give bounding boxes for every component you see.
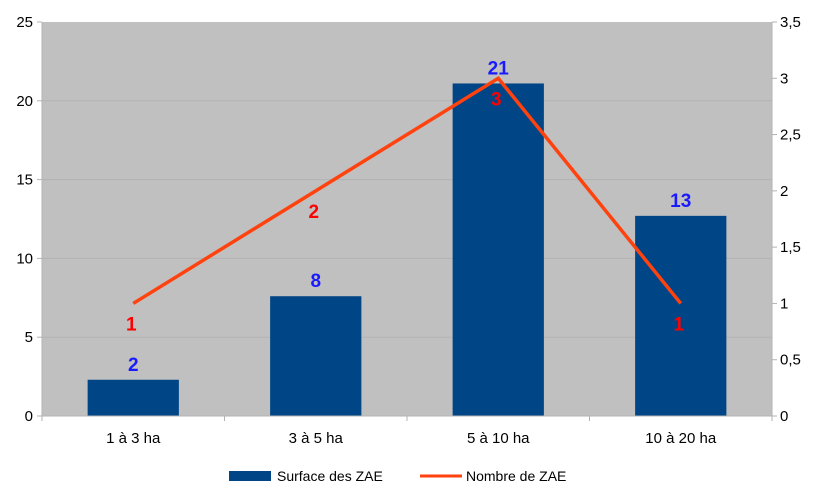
y-left-tick-label: 20 — [16, 93, 33, 110]
y-right-tick-label: 1,5 — [780, 239, 801, 256]
line-series — [132, 75, 683, 305]
bar — [635, 215, 727, 416]
line-data-label: 1 — [126, 314, 137, 335]
y-right-tick-label: 1 — [780, 295, 788, 312]
bar-data-label: 8 — [310, 271, 321, 292]
y-right-tick-label: 2,5 — [780, 127, 801, 144]
bar — [452, 83, 544, 417]
bar — [87, 379, 179, 416]
y-left-tick-label: 10 — [16, 250, 33, 267]
x-tick-label: 10 à 20 ha — [645, 430, 717, 447]
data-labels: 2 8 21 13 1 2 3 1 — [126, 58, 691, 375]
bar-data-label: 2 — [128, 355, 139, 376]
y-right-tick-label: 3 — [780, 70, 788, 87]
bars — [87, 83, 727, 417]
y-right-tick-label: 0,5 — [780, 352, 801, 369]
y-left-tick-label: 15 — [16, 172, 33, 189]
line-data-label: 2 — [308, 202, 319, 223]
legend: Surface des ZAE Nombre de ZAE — [229, 468, 566, 484]
y-right-tick-label: 3,5 — [780, 14, 801, 31]
y-right-tick-label: 0 — [780, 408, 788, 425]
x-tick-label: 1 à 3 ha — [106, 430, 161, 447]
line-path — [132, 75, 683, 305]
line-data-label: 3 — [491, 89, 502, 110]
y-left-tick-label: 25 — [16, 14, 33, 31]
bar-data-label: 13 — [670, 191, 691, 212]
x-tick-label: 3 à 5 ha — [289, 430, 344, 447]
bar-data-label: 21 — [488, 58, 510, 79]
legend-bar-swatch — [229, 471, 271, 481]
bar — [270, 296, 362, 416]
y-left-tick-label: 5 — [25, 329, 33, 346]
line-data-label: 1 — [673, 314, 684, 335]
x-tick-label: 5 à 10 ha — [467, 430, 530, 447]
axes: 0 5 10 15 20 25 0 0,5 1 1,5 2 2,5 3 3,5 1 à 3 ha 3 à 5 … — [16, 14, 801, 447]
legend-line-label: Nombre de ZAE — [466, 468, 566, 484]
y-left-tick-label: 0 — [25, 408, 33, 425]
y-right-tick-label: 2 — [780, 183, 788, 200]
legend-bar-label: Surface des ZAE — [277, 468, 383, 484]
